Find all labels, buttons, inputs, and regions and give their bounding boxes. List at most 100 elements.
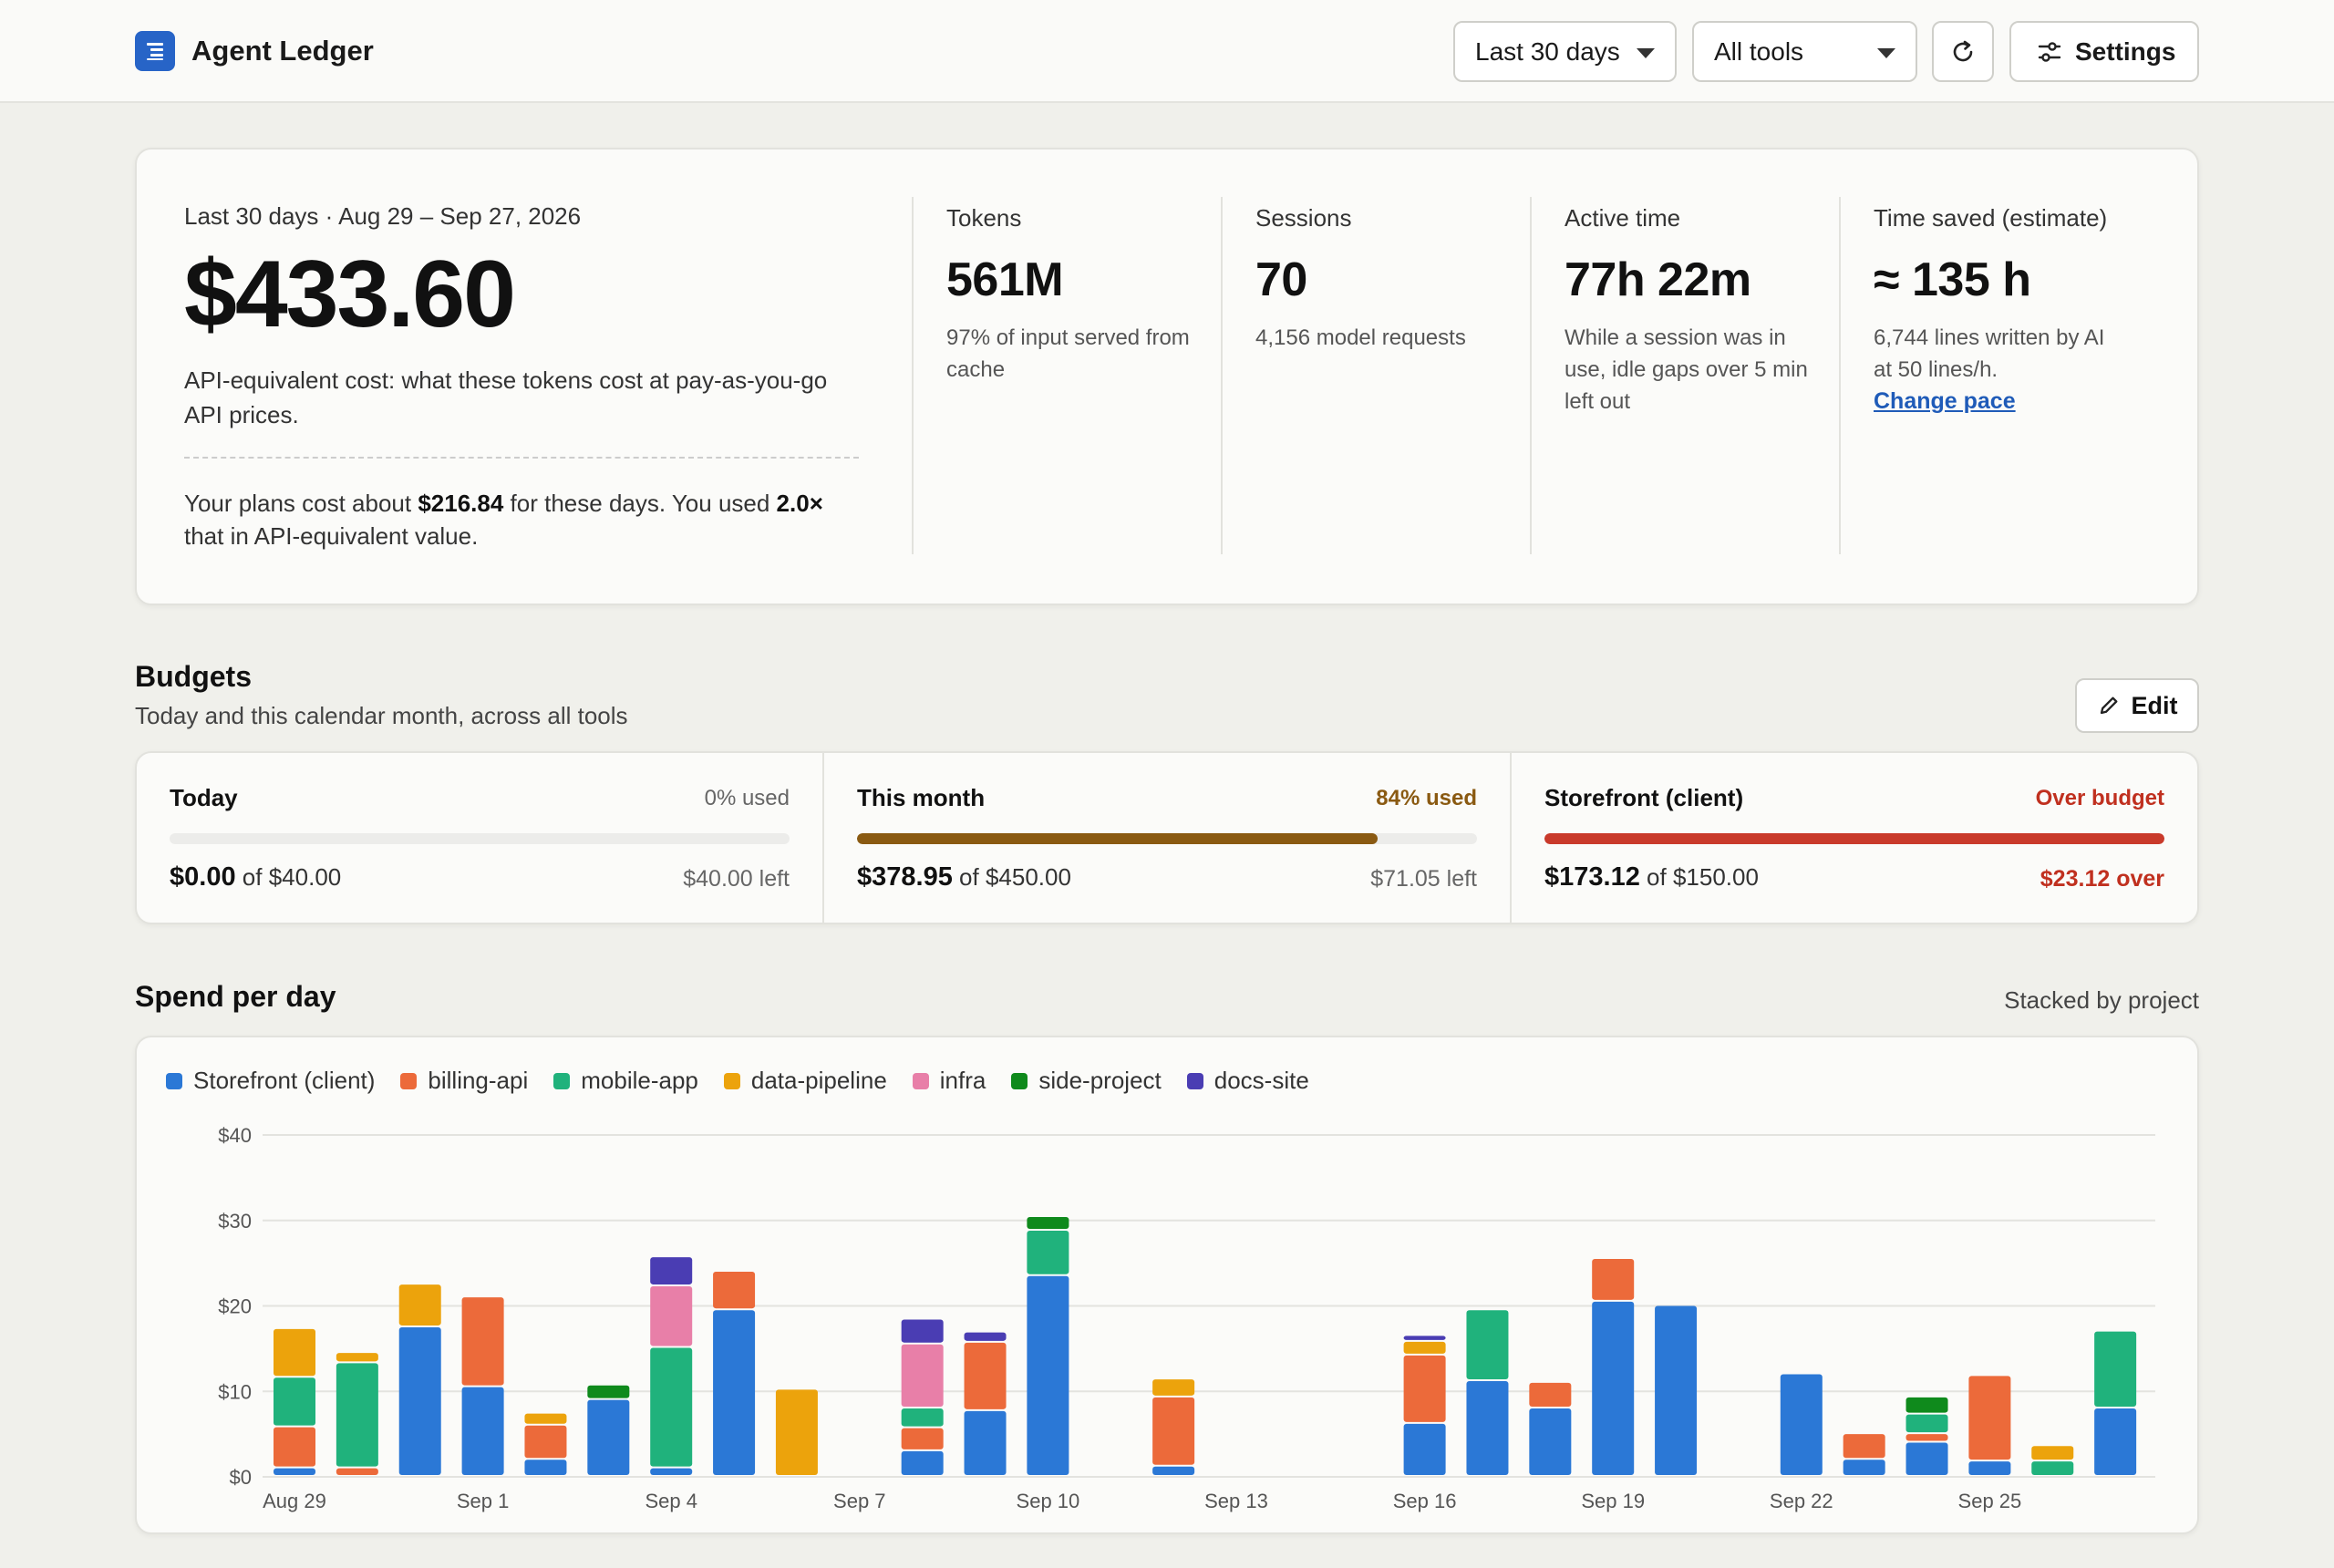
x-tick-label: Sep 25 <box>1958 1490 2022 1512</box>
bar-segment[interactable] <box>901 1450 944 1475</box>
bar-segment[interactable] <box>1466 1310 1509 1379</box>
change-pace-link[interactable]: Change pace <box>1874 388 2016 414</box>
budget-remaining: $40.00 left <box>683 866 790 892</box>
bar-segment[interactable] <box>901 1408 944 1427</box>
bar-segment[interactable] <box>650 1257 693 1284</box>
budget-limit: of $150.00 <box>1639 863 1759 891</box>
bar-segment[interactable] <box>461 1297 504 1386</box>
bar-segment[interactable] <box>650 1347 693 1467</box>
bar-segment[interactable] <box>2031 1446 2074 1460</box>
stat-value: 70 <box>1255 253 1307 306</box>
legend-item: infra <box>912 1067 986 1095</box>
app-title: Agent Ledger <box>191 35 374 67</box>
legend-item: docs-site <box>1186 1067 1309 1095</box>
bar-segment[interactable] <box>274 1427 315 1467</box>
bar-segment[interactable] <box>713 1310 756 1475</box>
bar-segment[interactable] <box>1968 1376 2011 1460</box>
bar-segment[interactable] <box>650 1468 693 1475</box>
stat-sub-text: 6,744 lines written by AI at 50 lines/h. <box>1874 325 2105 382</box>
legend-label: Storefront (client) <box>193 1067 376 1094</box>
bar-segment[interactable] <box>1529 1408 1572 1475</box>
stat-label: Tokens <box>946 204 1022 232</box>
bar-segment[interactable] <box>336 1353 378 1362</box>
bar-segment[interactable] <box>901 1319 944 1343</box>
budget-progress-fill <box>1544 833 2164 844</box>
bar-segment[interactable] <box>2094 1331 2137 1407</box>
bar-segment[interactable] <box>461 1387 504 1475</box>
bar-segment[interactable] <box>274 1328 315 1377</box>
bar-segment[interactable] <box>964 1410 1007 1475</box>
bar-segment[interactable] <box>1152 1397 1195 1465</box>
bar-segment[interactable] <box>1027 1231 1069 1274</box>
bar-segment[interactable] <box>1780 1374 1823 1476</box>
tool-filter-select[interactable]: All tools <box>1692 21 1917 82</box>
settings-button[interactable]: Settings <box>2009 21 2199 82</box>
bar-segment[interactable] <box>524 1460 567 1475</box>
bar-segment[interactable] <box>1905 1414 1948 1433</box>
bar-segment[interactable] <box>398 1284 441 1326</box>
stat-tokens: Tokens 561M 97% of input served from cac… <box>912 197 1222 554</box>
bar-segment[interactable] <box>2031 1461 2074 1475</box>
spend-note: Stacked by project <box>2004 986 2199 1014</box>
bar-segment[interactable] <box>524 1425 567 1459</box>
bar-segment[interactable] <box>336 1363 378 1467</box>
bar-segment[interactable] <box>2094 1408 2137 1475</box>
legend-label: docs-site <box>1213 1067 1309 1094</box>
legend-swatch <box>400 1072 418 1089</box>
bar-segment[interactable] <box>775 1389 818 1475</box>
bar-segment[interactable] <box>1905 1442 1948 1476</box>
bar-segment[interactable] <box>1592 1258 1635 1300</box>
date-range-value: Last 30 days <box>1475 36 1620 66</box>
bar-segment[interactable] <box>901 1428 944 1449</box>
sliders-icon <box>2038 41 2061 62</box>
bar-segment[interactable] <box>1968 1461 2011 1475</box>
divider <box>184 457 859 459</box>
refresh-button[interactable] <box>1932 21 1994 82</box>
bar-segment[interactable] <box>274 1377 315 1426</box>
bar-segment[interactable] <box>1905 1397 1948 1413</box>
bar-segment[interactable] <box>1655 1305 1698 1476</box>
bar-segment[interactable] <box>1403 1355 1446 1422</box>
bar-segment[interactable] <box>1403 1336 1446 1340</box>
bar-segment[interactable] <box>1843 1460 1885 1475</box>
bar-segment[interactable] <box>1152 1379 1195 1396</box>
bar-segment[interactable] <box>1529 1382 1572 1407</box>
top-bar: Agent Ledger Last 30 days All tools Sett… <box>0 0 2334 103</box>
bar-segment[interactable] <box>1466 1381 1509 1475</box>
period-label: Last 30 days · Aug 29 – Sep 27, 2026 <box>184 202 582 230</box>
date-range-select[interactable]: Last 30 days <box>1453 21 1677 82</box>
bar-segment[interactable] <box>964 1332 1007 1341</box>
bar-segment[interactable] <box>1403 1423 1446 1475</box>
bar-segment[interactable] <box>1403 1341 1446 1354</box>
plan-comparison: Your plans cost about $216.84 for these … <box>184 487 859 552</box>
bar-segment[interactable] <box>1592 1301 1635 1475</box>
bar-segment[interactable] <box>901 1344 944 1407</box>
bar-segment[interactable] <box>587 1385 630 1398</box>
bar-segment[interactable] <box>713 1272 756 1309</box>
legend-swatch <box>1011 1072 1028 1089</box>
bar-segment[interactable] <box>1152 1466 1195 1475</box>
plan-mid: for these days. You used <box>503 490 777 517</box>
legend-item: billing-api <box>400 1067 528 1095</box>
bar-segment[interactable] <box>587 1399 630 1475</box>
bar-segment[interactable] <box>1843 1434 1885 1459</box>
edit-budgets-button[interactable]: Edit <box>2075 678 2199 733</box>
x-tick-label: Sep 4 <box>645 1490 697 1512</box>
x-tick-label: Sep 1 <box>457 1490 509 1512</box>
budget-spent-amount: $173.12 <box>1544 862 1640 892</box>
bar-segment[interactable] <box>336 1468 378 1475</box>
bar-segment[interactable] <box>524 1413 567 1424</box>
budget-spent: $0.00 of $40.00 <box>170 862 341 892</box>
x-tick-label: Aug 29 <box>263 1490 326 1512</box>
bar-segment[interactable] <box>1027 1217 1069 1229</box>
bar-segment[interactable] <box>274 1468 315 1475</box>
bar-segment[interactable] <box>1905 1434 1948 1441</box>
bar-segment[interactable] <box>398 1326 441 1475</box>
y-tick-label: $20 <box>218 1295 252 1318</box>
legend-label: side-project <box>1038 1067 1162 1094</box>
chart-legend: Storefront (client) billing-api mobile-app… <box>166 1067 1335 1095</box>
bar-segment[interactable] <box>650 1285 693 1346</box>
budget-spent: $173.12 of $150.00 <box>1544 862 1759 892</box>
bar-segment[interactable] <box>1027 1275 1069 1475</box>
bar-segment[interactable] <box>964 1342 1007 1409</box>
